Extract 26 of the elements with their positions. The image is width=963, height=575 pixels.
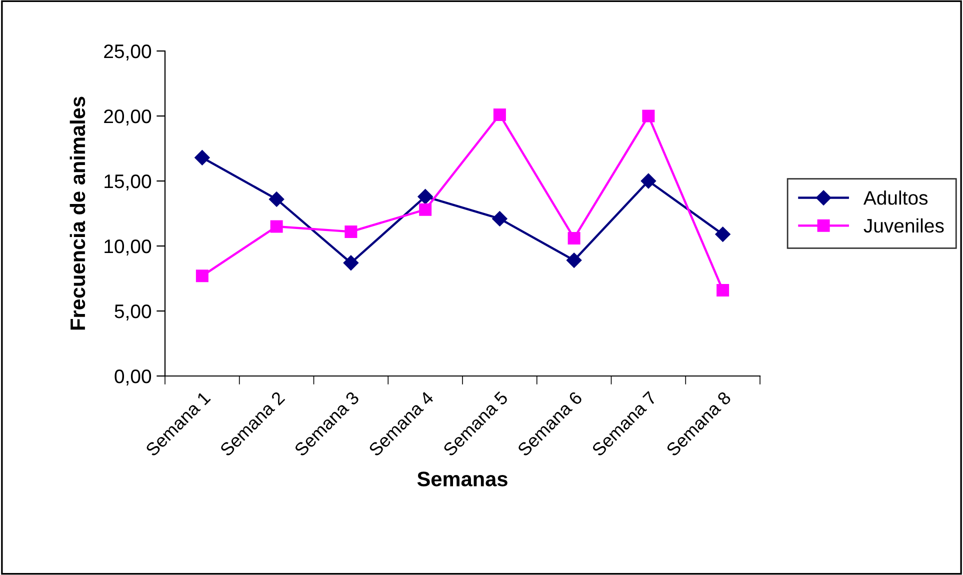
point [344,225,358,238]
point [270,220,283,233]
y-tick-label: 20,00 [104,109,152,126]
point [268,192,284,207]
y-tick-label: 5,00 [114,304,152,321]
point [493,108,506,121]
point [492,211,508,226]
y-tick-label: 15,00 [104,174,152,191]
point [640,173,656,189]
point [568,232,580,244]
point [418,189,433,204]
legend-label: Juveniles [864,218,944,233]
point [419,203,432,216]
point [566,252,582,268]
y-tick-label: 0,00 [114,369,152,386]
y-tick-label: 25,00 [104,44,152,61]
x-axis-title: Semanas [417,472,508,486]
point [343,255,359,270]
point [642,110,655,122]
y-axis-title: Frecuencia de animales [70,96,86,330]
point [716,284,730,296]
point [715,226,730,242]
point [196,270,208,282]
legend-label: Adultos [863,190,928,205]
y-tick-label: 10,00 [104,239,152,256]
point [194,150,210,166]
